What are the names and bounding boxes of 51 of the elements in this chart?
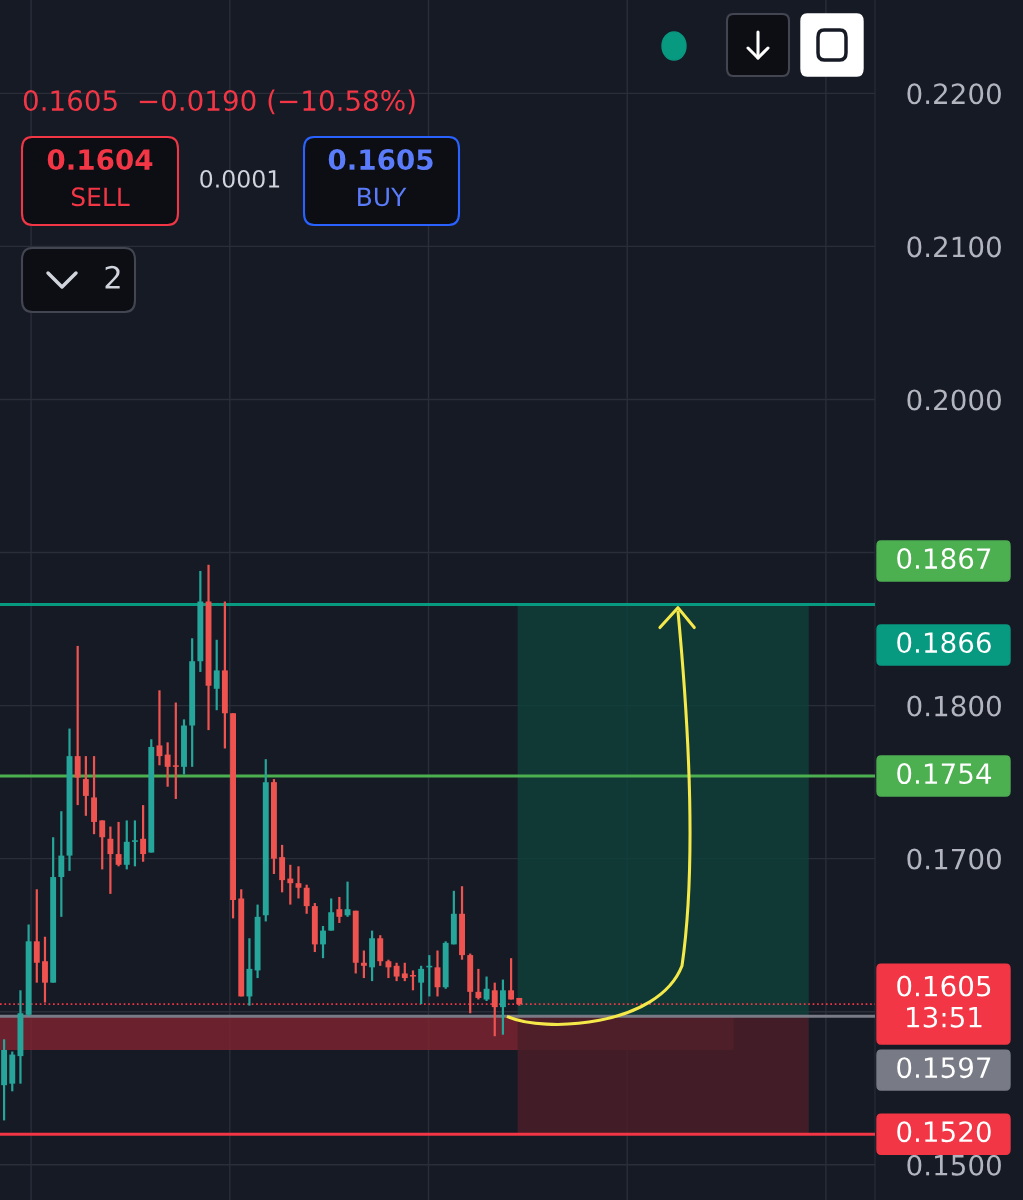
candlestick	[393, 961, 400, 983]
candlestick	[279, 843, 286, 894]
candlestick	[107, 825, 114, 895]
candlestick	[58, 810, 65, 918]
candlestick	[385, 958, 392, 980]
candlestick	[42, 935, 48, 1004]
candlestick	[499, 978, 506, 1036]
y-tick-label: 0.2100	[907, 236, 1001, 258]
ref-line-label: 0.1754	[897, 763, 992, 785]
text: 0.1867	[897, 548, 991, 570]
y-tick-label: 0.1700	[907, 848, 1001, 870]
candlestick	[320, 924, 326, 960]
annotation: 0.0001	[200, 169, 280, 188]
candlestick	[491, 981, 498, 1038]
candlestick	[123, 819, 130, 871]
annotation: 2	[105, 265, 120, 289]
candlestick	[33, 888, 40, 984]
candlestick	[82, 755, 89, 817]
candlestick	[336, 895, 343, 925]
candlestick	[303, 883, 310, 915]
candlestick	[418, 964, 425, 1006]
candlestick	[377, 934, 384, 967]
annotation: BUY	[358, 187, 407, 207]
candlestick	[74, 644, 81, 807]
annotation: SELL	[71, 187, 130, 207]
ref-line-label: 0.1605 13:51	[897, 975, 991, 1028]
candlestick	[131, 819, 138, 868]
ref-line-label: 0.1866	[897, 632, 991, 654]
y-tick-label: 0.2000	[907, 389, 1001, 411]
candlestick	[115, 820, 122, 868]
candlestick	[410, 969, 416, 992]
ref-line-label: 0.1520	[897, 1121, 991, 1143]
candlestick	[360, 949, 367, 980]
candlestick	[164, 741, 171, 788]
candlestick	[475, 967, 482, 1001]
y-tick-label: 0.1800	[907, 695, 1001, 717]
candlestick	[172, 701, 179, 801]
y-tick-label: 0.1500	[907, 1154, 1001, 1176]
y-tick-label: 0.2200	[907, 83, 1001, 105]
candlestick	[483, 975, 490, 1003]
candlestick	[295, 865, 302, 900]
candlestick	[99, 819, 106, 871]
candlestick	[401, 961, 408, 983]
candlestick	[508, 957, 515, 1001]
ref-line-label: 0.1597	[897, 1057, 991, 1079]
annotation: 0.1605 −0.0190 (−10.58%)	[23, 89, 415, 115]
annotation: 0.1604	[47, 149, 153, 171]
annotation: 0.1605	[328, 149, 433, 171]
candlestick	[328, 897, 335, 932]
candlestick	[140, 803, 147, 863]
candlestick	[213, 638, 220, 712]
